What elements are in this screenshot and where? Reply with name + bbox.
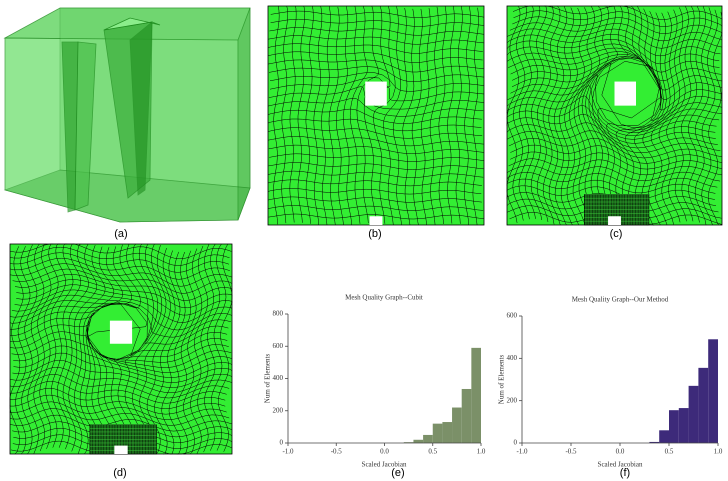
figure-page: (a) (b) (c) (d) (e) (f) Mesh Quality Gra… bbox=[0, 0, 728, 481]
x-tick-label: -0.5 bbox=[331, 448, 343, 456]
chart-title: Mesh Quality Graph--Our Method bbox=[572, 296, 669, 304]
histogram-bar bbox=[462, 389, 472, 443]
y-tick-label: 400 bbox=[273, 374, 284, 382]
histogram-bar bbox=[659, 430, 669, 443]
y-tick-label: 200 bbox=[507, 396, 518, 404]
caption: (c) bbox=[610, 228, 623, 240]
y-tick-label: 0 bbox=[514, 439, 518, 447]
x-tick-label: 0.5 bbox=[665, 448, 674, 456]
caption: (f) bbox=[620, 467, 630, 479]
y-tick-label: 600 bbox=[273, 342, 284, 350]
x-tick-label: -1.0 bbox=[282, 448, 294, 456]
hole bbox=[114, 446, 127, 454]
y-tick-label: 800 bbox=[273, 310, 284, 318]
histogram-bar bbox=[689, 386, 699, 443]
x-axis-label: Scaled Jacobian bbox=[598, 461, 643, 469]
x-tick-label: 0.5 bbox=[428, 448, 437, 456]
y-tick-label: 200 bbox=[273, 406, 284, 414]
figure: (a) (b) (c) (d) (e) (f) Mesh Quality Gra… bbox=[0, 0, 728, 481]
histogram-bar bbox=[433, 424, 443, 443]
histogram-chart: Mesh Quality Graph--Our Method Scaled Jac… bbox=[498, 296, 723, 469]
y-tick-label: 600 bbox=[507, 312, 518, 320]
y-axis-label: Num of Elements bbox=[264, 354, 272, 404]
chart-title: Mesh Quality Graph--Cubit bbox=[345, 294, 423, 302]
y-axis-label: Num of Elements bbox=[498, 355, 506, 405]
mesh bbox=[507, 6, 722, 225]
histogram-bar bbox=[471, 348, 481, 443]
y-tick-label: 400 bbox=[507, 354, 518, 362]
x-tick-label: 1.0 bbox=[714, 448, 723, 456]
y-tick-label: 0 bbox=[280, 439, 284, 447]
histogram-chart: Mesh Quality Graph--Cubit Scaled Jacobian… bbox=[264, 294, 486, 469]
hole bbox=[615, 82, 637, 106]
histogram-bar bbox=[442, 422, 452, 443]
histogram-bar bbox=[679, 408, 689, 443]
hole bbox=[365, 82, 387, 106]
mesh bbox=[10, 244, 232, 454]
hole bbox=[608, 216, 621, 225]
histogram-bar bbox=[413, 440, 423, 443]
mesh bbox=[268, 6, 484, 225]
hole bbox=[370, 216, 383, 225]
histogram-bar bbox=[708, 339, 718, 443]
x-tick-label: 0.0 bbox=[380, 448, 389, 456]
caption: (e) bbox=[391, 467, 404, 479]
histogram-bar bbox=[669, 410, 679, 443]
x-tick-label: 1.0 bbox=[477, 448, 486, 456]
block-3d bbox=[5, 8, 250, 222]
histogram-bar bbox=[698, 368, 708, 443]
x-tick-label: -1.0 bbox=[516, 448, 528, 456]
caption: (d) bbox=[113, 467, 126, 479]
hole bbox=[110, 321, 132, 344]
caption: (a) bbox=[114, 228, 127, 240]
x-tick-label: -0.5 bbox=[565, 448, 577, 456]
x-tick-label: 0.0 bbox=[616, 448, 625, 456]
histogram-bar bbox=[452, 408, 462, 443]
x-axis-label: Scaled Jacobian bbox=[362, 461, 407, 469]
caption: (b) bbox=[368, 228, 381, 240]
histogram-bar bbox=[423, 435, 433, 443]
